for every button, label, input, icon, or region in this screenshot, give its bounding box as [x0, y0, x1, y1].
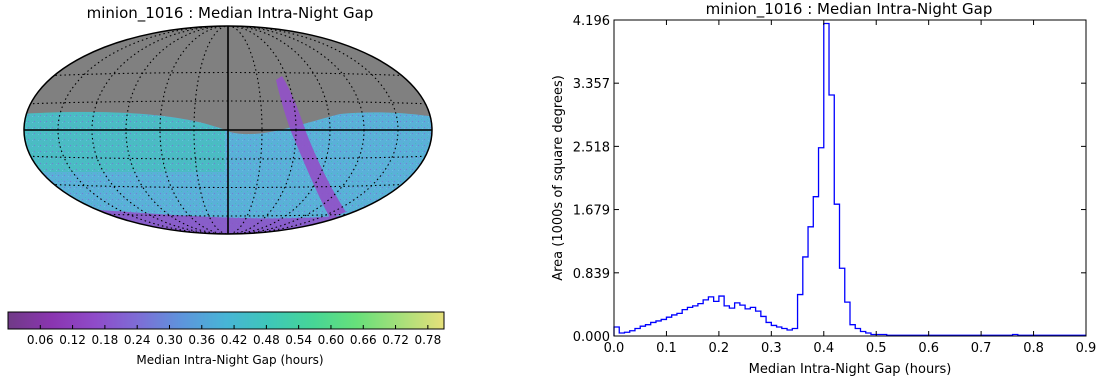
colorbar-tick-label: 0.18	[92, 333, 119, 347]
histogram: 0.0 0.1 0.2 0.3 0.4 0.5 0.6 0.7 0.8 0.9 0.000 0.839…	[551, 14, 1097, 377]
colorbar-tick-label: 0.42	[221, 333, 248, 347]
y-tick-label: 4.196	[573, 14, 610, 29]
colorbar: 0.06 0.12 0.18 0.24 0.30 0.36 0.42 0.48 0.54 0.60…	[7, 311, 445, 347]
colorbar-tick-label: 0.24	[124, 333, 151, 347]
colorbar-tick-label: 0.36	[188, 333, 215, 347]
x-tick-label: 0.6	[918, 341, 939, 356]
y-tick-label: 0.000	[573, 330, 610, 345]
colorbar-tick-label: 0.06	[27, 333, 54, 347]
x-tick-label: 0.2	[709, 341, 730, 356]
colorbar-tick-label: 0.78	[414, 333, 441, 347]
colorbar-tick-label: 0.54	[285, 333, 312, 347]
colorbar-tick-label: 0.72	[382, 333, 409, 347]
y-axis-label: Area (1000s of square degrees)	[551, 75, 566, 281]
skymap-title: minion_1016 : Median Intra-Night Gap	[86, 4, 374, 22]
colorbar-label: Median Intra-Night Gap (hours)	[136, 353, 324, 367]
histogram-title: minion_1016 : Median Intra-Night Gap	[705, 0, 993, 18]
plot-frame	[613, 19, 1087, 337]
colorbar-tick-label: 0.48	[253, 333, 280, 347]
x-tick-label: 0.3	[761, 341, 782, 356]
colorbar-tick-label: 0.30	[156, 333, 183, 347]
y-tick-label: 2.518	[573, 140, 610, 155]
sky-map	[23, 25, 433, 235]
y-tick-label: 3.357	[573, 77, 610, 92]
map-boundary	[23, 25, 433, 235]
x-tick-label: 0.1	[656, 341, 677, 356]
x-tick-label: 0.7	[971, 341, 992, 356]
colorbar-gradient	[7, 311, 445, 330]
colorbar-tick-label: 0.12	[59, 333, 86, 347]
colorbar-tick-label: 0.60	[318, 333, 345, 347]
x-tick-label: 0.0	[604, 341, 625, 356]
galactic-plane	[276, 76, 346, 218]
colorbar-tick-label: 0.66	[350, 333, 377, 347]
x-tick-label: 0.4	[813, 341, 834, 356]
x-tick-label: 0.8	[1023, 341, 1044, 356]
x-axis-label: Median Intra-Night Gap (hours)	[749, 362, 952, 377]
x-tick-label: 0.5	[866, 341, 887, 356]
y-tick-label: 1.679	[573, 204, 610, 219]
histogram-series	[613, 22, 1086, 336]
y-tick-label: 0.839	[573, 267, 610, 282]
x-tick-label: 0.9	[1076, 341, 1097, 356]
